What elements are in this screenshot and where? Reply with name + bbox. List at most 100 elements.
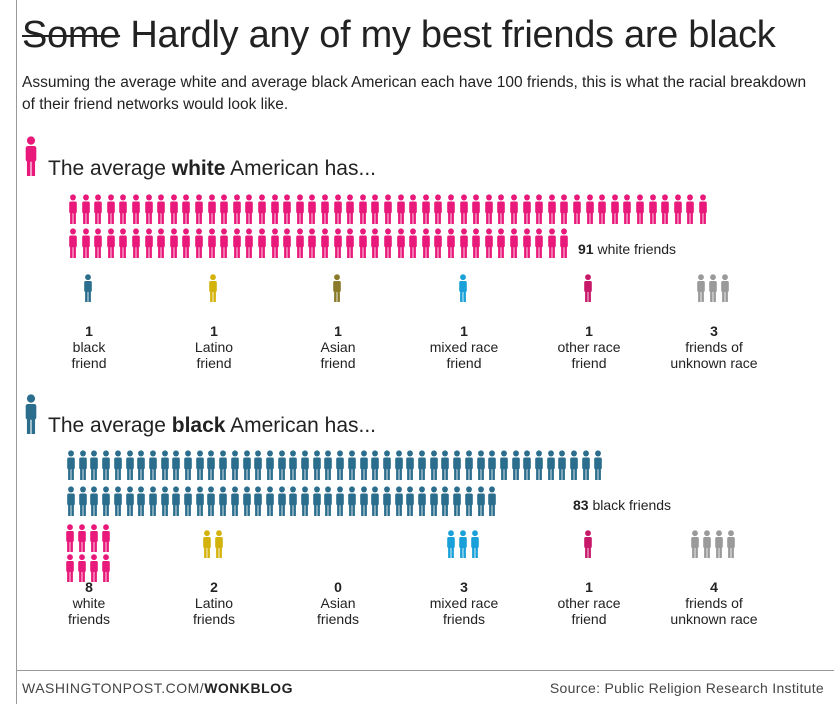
category-label-line1: Latino [194,339,234,355]
category-label-line2: friends [67,611,111,627]
friend-icon [417,486,427,516]
friend-icon [509,194,519,224]
category-count: 1 [85,323,93,339]
friend-icon [464,450,474,480]
section-white-title: The average white American has... [48,157,376,181]
friend-icon [345,194,355,224]
title-bold: white [171,157,226,180]
friend-icon [219,228,229,258]
category-count: 1 [585,579,593,595]
friend-icon [726,530,736,558]
friend-icon [690,530,700,558]
friend-icon [685,194,695,224]
black-friends-count: 83 black friends [573,497,671,513]
friend-icon [131,194,141,224]
friend-icon [585,194,595,224]
friend-icon [253,450,263,480]
friend-icon [66,486,76,516]
friend-icon [206,486,216,516]
friend-icon [335,486,345,516]
friend-icon [219,194,229,224]
category-friends-of: 3 friends of unknown race [654,268,774,371]
count-label-text: white friends [597,241,677,257]
friend-icon [547,228,557,258]
friend-icon [347,450,357,480]
friend-icon [499,450,509,480]
friend-icon [68,228,78,258]
friend-icon [396,228,406,258]
friend-icon [78,450,88,480]
friend-icon [66,450,76,480]
category-icons [529,268,649,324]
friend-icon [370,228,380,258]
friend-icon [332,274,342,302]
friend-icon [496,194,506,224]
friend-icon [382,486,392,516]
friend-icon [394,486,404,516]
friend-icon [583,274,593,302]
friend-icon [396,194,406,224]
friend-icon [557,450,567,480]
category-icons [529,524,649,580]
friend-icon [207,228,217,258]
friend-icon [547,194,557,224]
friend-icon [183,450,193,480]
friend-icon [270,194,280,224]
friend-icon [484,194,494,224]
category-label-line1: friends of [685,339,743,355]
category-label-line1: friends of [685,595,743,611]
friend-icon [232,194,242,224]
friend-icon [370,194,380,224]
category-count: 8 [85,579,93,595]
friend-icon [89,486,99,516]
friend-icon [148,450,158,480]
friend-icon [459,194,469,224]
category-label-line1: other race [557,339,621,355]
friend-icon [610,194,620,224]
friend-icon [405,450,415,480]
friend-icon [230,450,240,480]
friend-icon [144,194,154,224]
category-icons [278,524,398,580]
friend-icon [484,228,494,258]
friend-icon [333,194,343,224]
category-asian: 1 Asian friend [278,268,398,371]
category-white: 8 white friends [29,524,149,627]
friend-icon [183,486,193,516]
title-bold: black [171,414,226,437]
friend-icon [394,450,404,480]
friend-icon [323,450,333,480]
category-icons [654,524,774,580]
friend-icon [181,194,191,224]
headline-text: Hardly any of my best friends are black [130,14,776,56]
category-label-line2: friend [71,355,107,371]
friend-icon [487,450,497,480]
friend-icon [77,554,87,582]
friend-icon [312,486,322,516]
friend-icon [218,486,228,516]
category-label-line2: friend [196,355,232,371]
friend-icon [171,450,181,480]
friend-icon [65,554,75,582]
category-icons [404,524,524,580]
friend-icon [593,450,603,480]
category-label-line2: friend [320,355,356,371]
friend-icon [370,450,380,480]
category-icons [654,268,774,324]
count-label-text: black friends [592,497,672,513]
category-icons [29,524,149,582]
friend-icon [408,194,418,224]
friend-icon [421,228,431,258]
friend-icon [300,450,310,480]
friend-icon [471,228,481,258]
section-white-person-icon [24,136,38,181]
friend-icon [496,228,506,258]
friend-icon [171,486,181,516]
category-label-line2: friends [192,611,236,627]
dek: Assuming the average white and average b… [22,74,807,113]
friend-icon [429,450,439,480]
category-label-line1: black [72,339,106,355]
friend-icon [202,530,212,558]
friend-icon [194,228,204,258]
friend-icon [125,450,135,480]
